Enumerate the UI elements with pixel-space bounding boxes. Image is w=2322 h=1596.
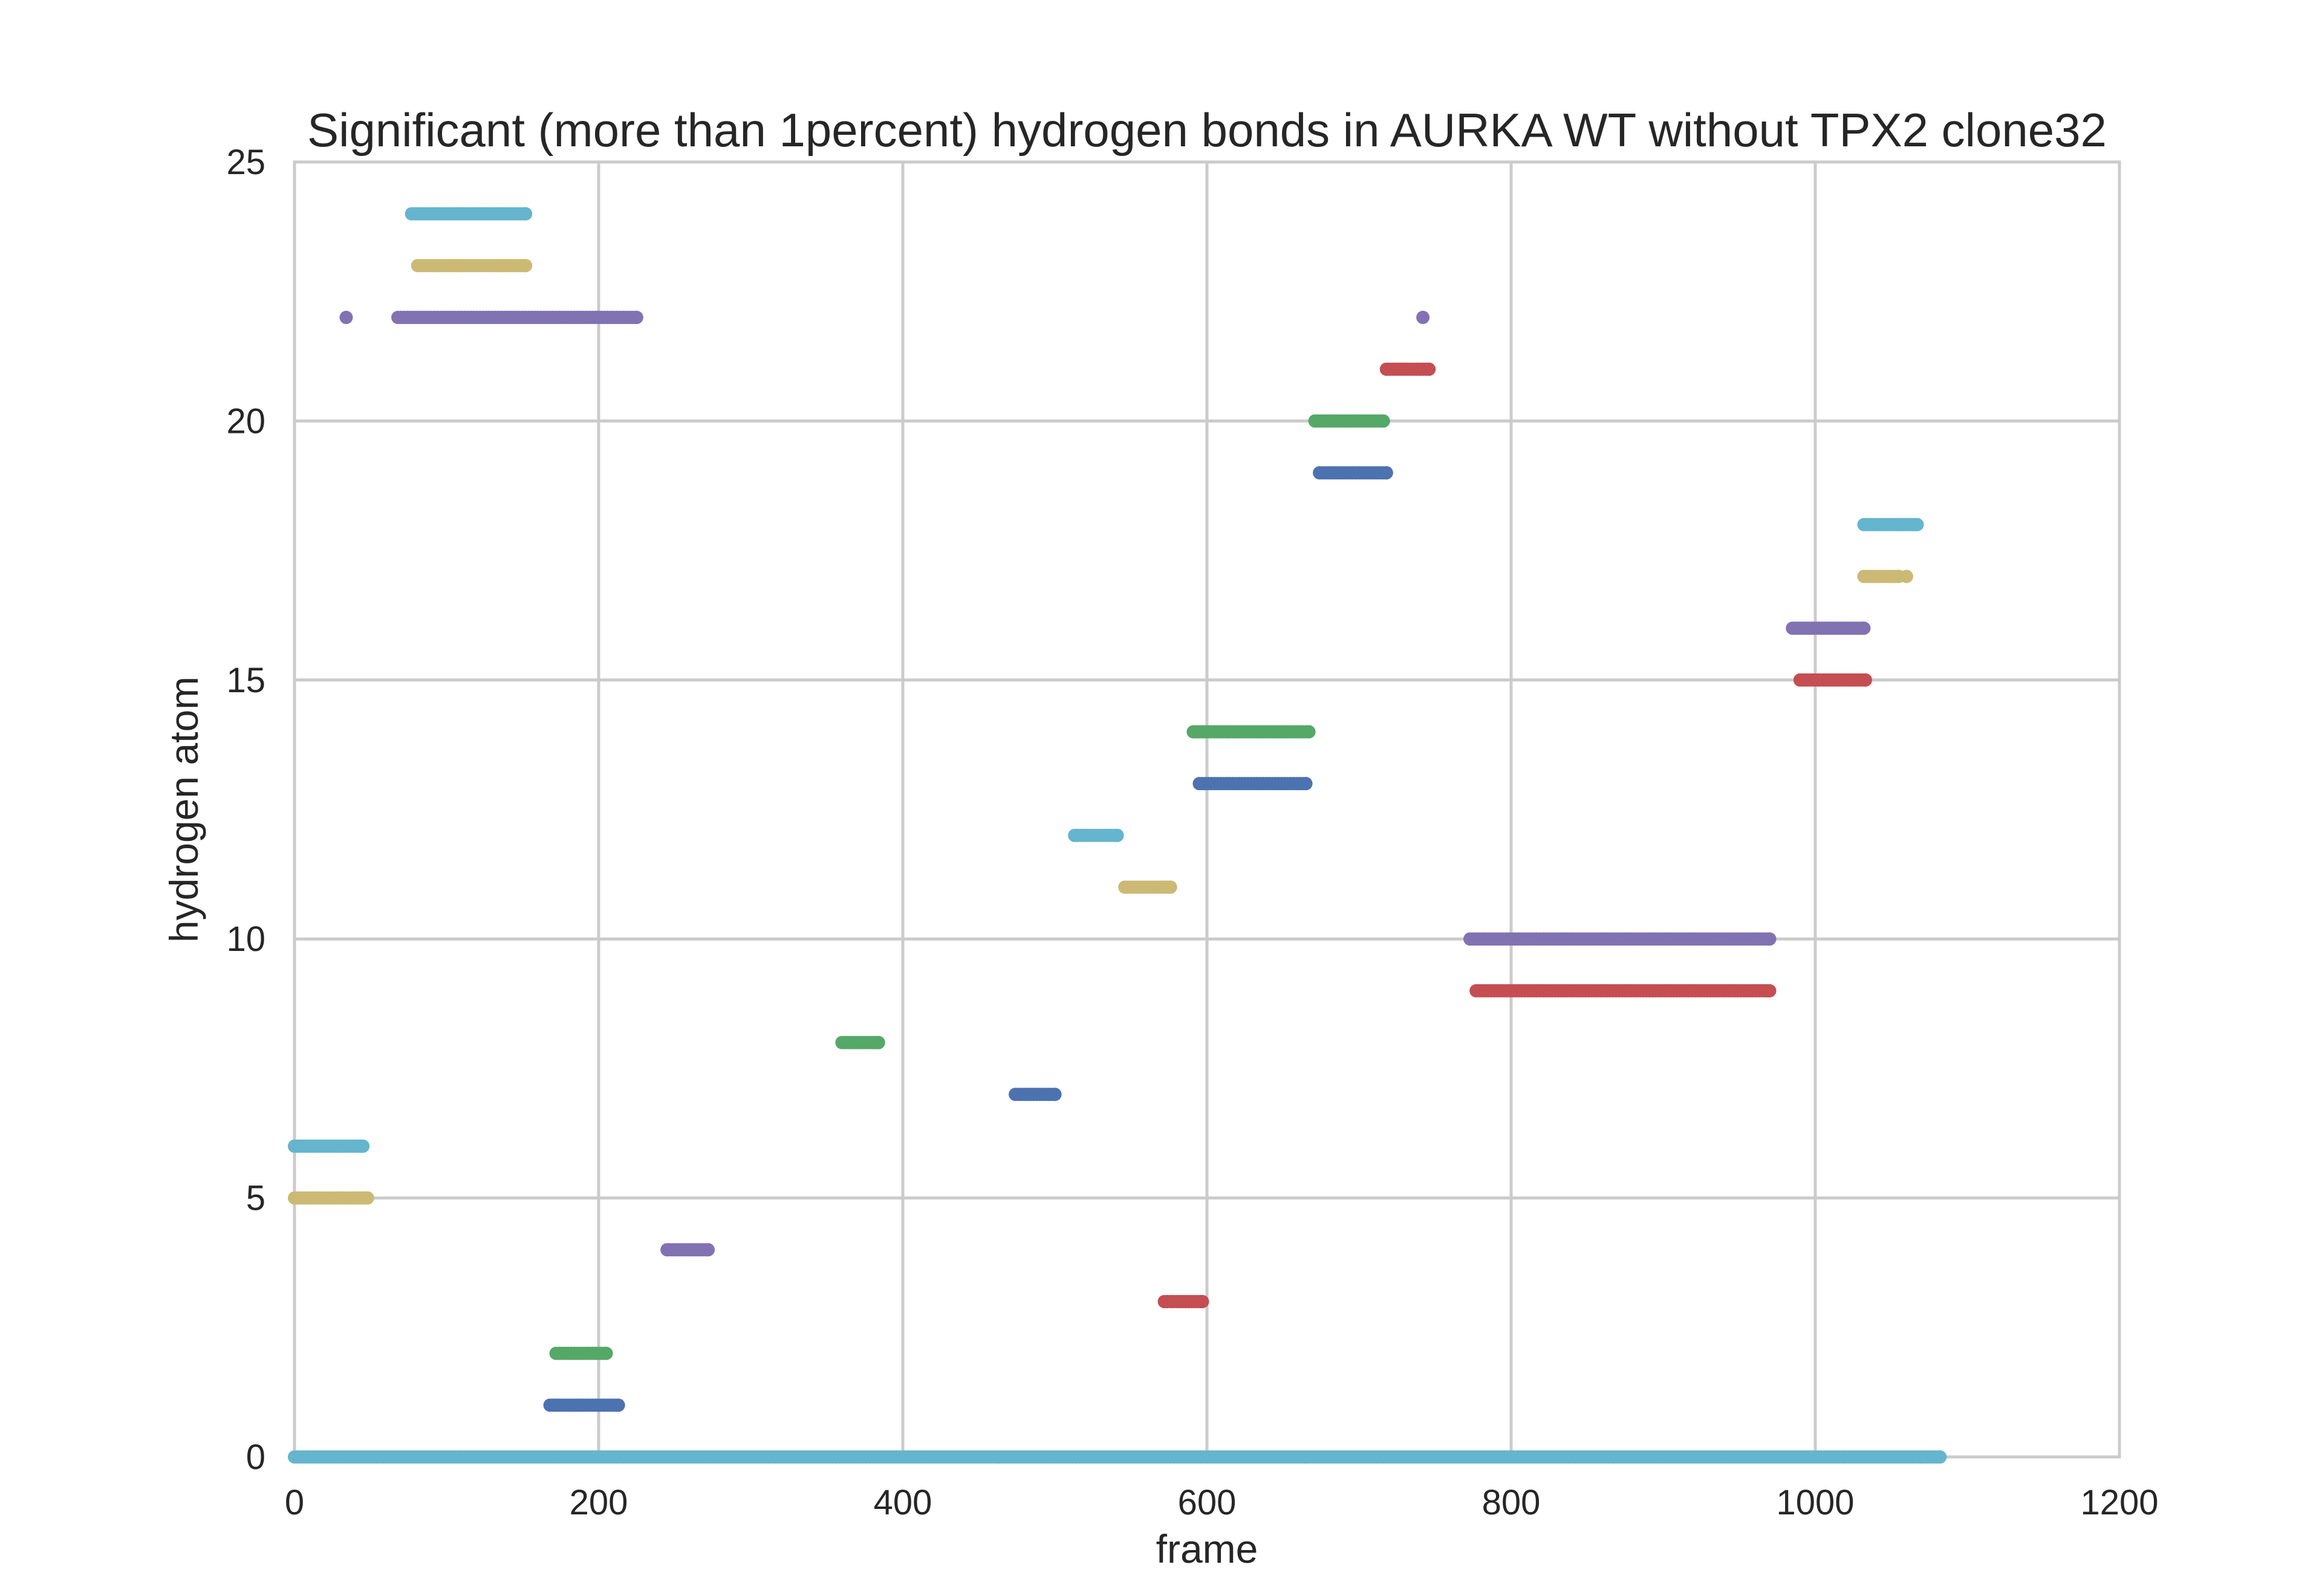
- series-y-10: [1463, 932, 1777, 946]
- data-point: [1379, 466, 1393, 480]
- data-point: [611, 1398, 625, 1412]
- data-point: [1910, 517, 1924, 531]
- series-y-23: [411, 259, 533, 273]
- y-tick-label: 10: [226, 920, 265, 959]
- data-points: [288, 207, 1947, 1464]
- series-y-19: [1313, 466, 1393, 480]
- data-point: [1858, 673, 1872, 687]
- series-y-16: [1786, 621, 1871, 635]
- chart-title: Significant (more than 1percent) hydroge…: [307, 103, 2107, 157]
- data-point: [356, 1139, 370, 1153]
- data-point: [1299, 777, 1313, 791]
- data-point: [1857, 621, 1871, 635]
- series-y-1: [543, 1398, 625, 1412]
- series-y-21: [1379, 362, 1436, 376]
- series-y-4: [660, 1243, 715, 1257]
- series-y-8: [835, 1036, 885, 1049]
- data-point: [1763, 984, 1777, 997]
- data-point: [1416, 311, 1430, 325]
- data-point: [339, 311, 353, 325]
- data-point: [871, 1036, 885, 1049]
- data-point: [1763, 932, 1777, 946]
- series-y-0: [288, 1450, 1947, 1464]
- x-tick-label: 200: [570, 1483, 628, 1522]
- series-y-13: [1192, 777, 1313, 791]
- x-tick-label: 0: [285, 1483, 304, 1522]
- series-y-14: [1186, 725, 1316, 739]
- x-tick-label: 1000: [1776, 1483, 1854, 1522]
- series-y-22: [339, 311, 1430, 325]
- x-tick-label: 600: [1178, 1483, 1237, 1522]
- series-y-11: [1118, 880, 1177, 894]
- x-tick-label: 800: [1482, 1483, 1541, 1522]
- data-point: [1376, 414, 1390, 428]
- data-point: [1302, 725, 1316, 739]
- data-point: [519, 207, 533, 221]
- data-point: [1110, 828, 1124, 842]
- y-tick-label: 20: [226, 401, 265, 441]
- y-tick-label: 25: [226, 143, 265, 182]
- y-tick-label: 15: [226, 661, 265, 700]
- data-point: [629, 311, 643, 325]
- series-y-7: [1009, 1088, 1062, 1101]
- data-point: [519, 259, 533, 273]
- series-y-20: [1308, 414, 1390, 428]
- y-tick-labels: 0 5 10 15 20 25: [226, 143, 265, 1477]
- series-y-12: [1068, 828, 1124, 842]
- x-tick-labels: 0 200 400 600 800 1000 1200: [285, 1483, 2159, 1522]
- data-point: [1422, 362, 1436, 376]
- data-point: [1195, 1294, 1209, 1308]
- data-point: [701, 1243, 715, 1257]
- data-point: [1899, 569, 1913, 583]
- y-axis-title: hydrogen atom: [161, 676, 206, 942]
- y-tick-label: 5: [246, 1179, 265, 1218]
- series-y-18: [1857, 517, 1924, 531]
- data-point: [599, 1346, 613, 1360]
- series-y-3: [1157, 1294, 1209, 1308]
- x-axis-title: frame: [1156, 1526, 1258, 1571]
- series-y-17: [1857, 569, 1913, 583]
- series-y-5: [288, 1191, 374, 1205]
- series-y-9: [1469, 984, 1777, 997]
- x-tick-label: 1200: [2080, 1483, 2158, 1522]
- series-y-6: [288, 1139, 370, 1153]
- data-point: [1048, 1088, 1062, 1101]
- series-y-24: [405, 207, 533, 221]
- y-tick-label: 0: [246, 1438, 265, 1477]
- series-y-2: [549, 1346, 613, 1360]
- series-y-15: [1793, 673, 1872, 687]
- data-point: [1163, 880, 1177, 894]
- data-point: [360, 1191, 374, 1205]
- x-tick-label: 400: [874, 1483, 932, 1522]
- data-point: [1933, 1450, 1947, 1464]
